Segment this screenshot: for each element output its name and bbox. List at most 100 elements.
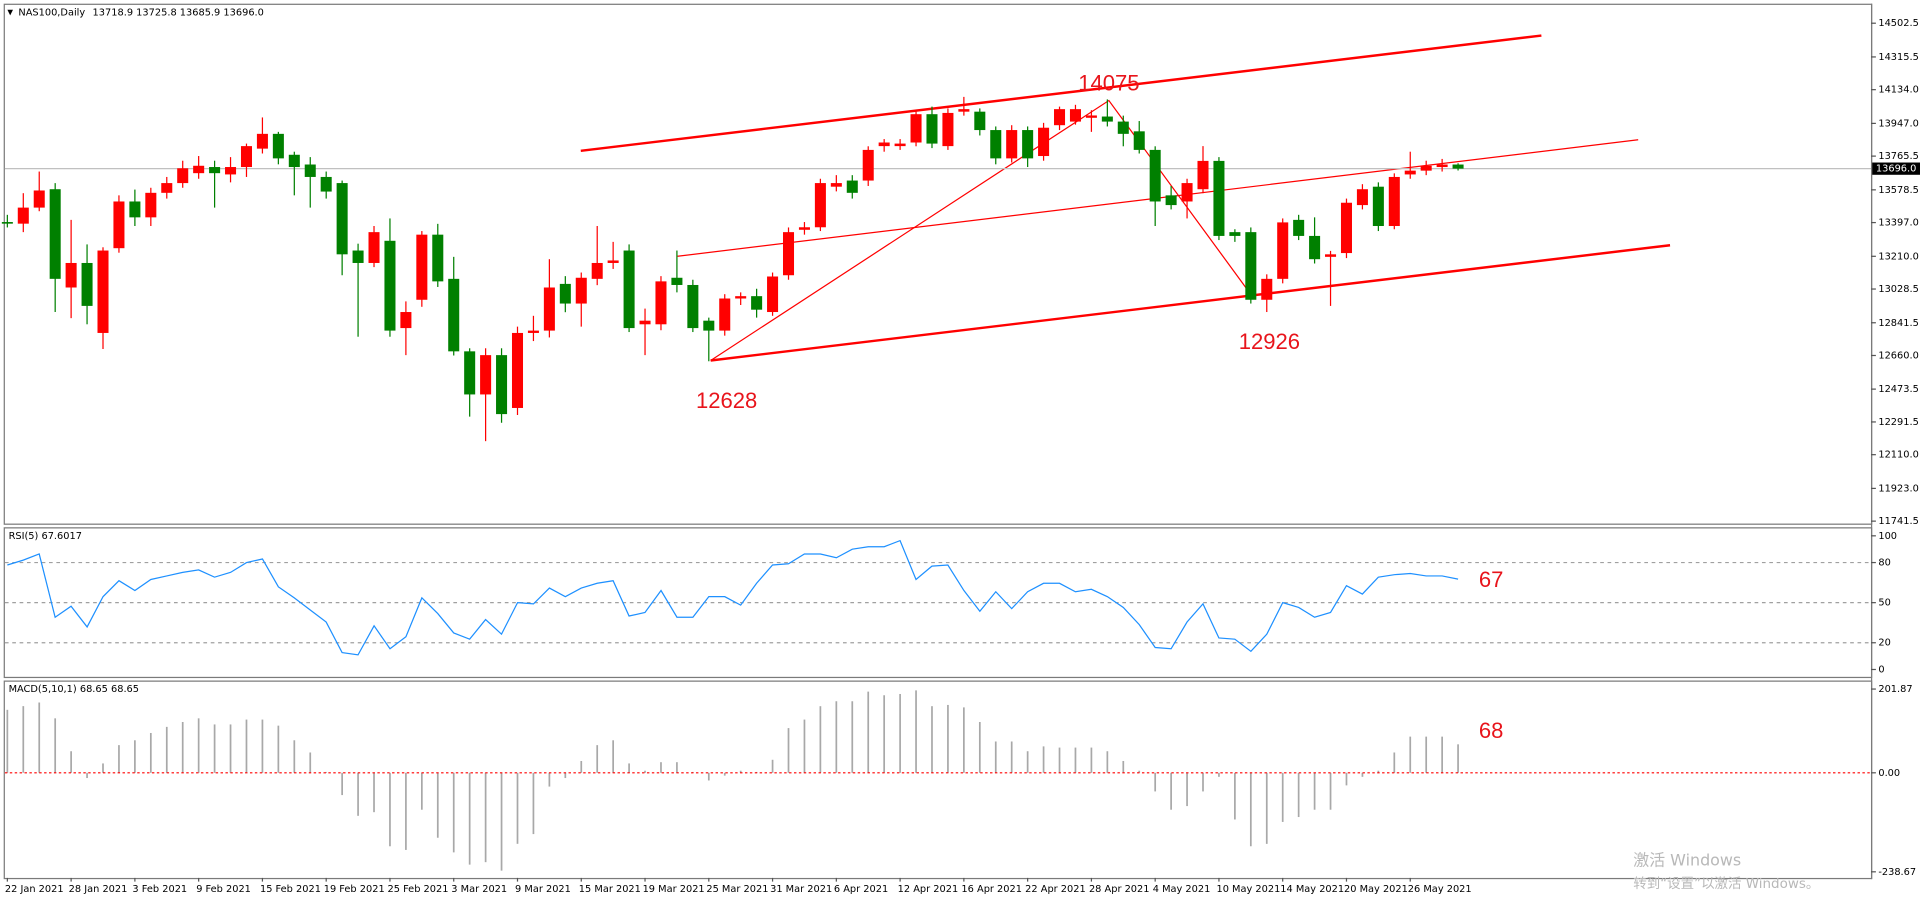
ohlc-info: 13718.9 13725.8 13685.9 13696.0 xyxy=(93,7,264,18)
candle-body xyxy=(1022,130,1034,159)
candle-body xyxy=(336,183,348,255)
candle-body xyxy=(400,312,412,329)
candle-body xyxy=(878,142,890,147)
price-annotation: 12926 xyxy=(1239,329,1300,354)
candle-body xyxy=(1101,116,1113,122)
candle-body xyxy=(655,281,667,325)
x-tick-label: 31 Mar 2021 xyxy=(770,884,832,895)
symbol-title: NAS100,Daily xyxy=(18,7,85,18)
candle-body xyxy=(496,355,508,415)
y-tick-label: 13210.0 xyxy=(1878,251,1919,262)
candle-body xyxy=(798,227,810,230)
candle-body xyxy=(751,296,763,310)
candle-body xyxy=(65,262,77,288)
candle-body xyxy=(926,114,938,144)
candle-body xyxy=(719,298,731,331)
macd-title: MACD(5,10,1) 68.65 68.65 xyxy=(9,684,139,695)
candle-body xyxy=(432,234,444,282)
candle-body xyxy=(225,167,237,175)
candle-body xyxy=(782,232,795,276)
y-tick-label: 0 xyxy=(1878,664,1884,675)
candle-body xyxy=(703,320,715,331)
x-tick-label: 14 May 2021 xyxy=(1280,884,1344,895)
x-tick-label: 6 Apr 2021 xyxy=(834,884,888,895)
candle-body xyxy=(1293,219,1305,236)
candle-body xyxy=(639,320,651,325)
candle-body xyxy=(1069,109,1081,122)
candle-body xyxy=(145,192,157,218)
candle-body xyxy=(240,146,252,168)
candle-body xyxy=(607,260,619,263)
x-tick-label: 25 Feb 2021 xyxy=(388,884,449,895)
candle-body xyxy=(1197,160,1209,190)
y-tick-label: 14315.5 xyxy=(1878,52,1919,63)
candle-body xyxy=(480,355,492,395)
y-tick-label: 11741.5 xyxy=(1878,516,1919,527)
candle-body xyxy=(304,164,316,177)
y-tick-label: 80 xyxy=(1878,558,1890,569)
candle-body xyxy=(559,283,571,304)
candle-body xyxy=(767,276,779,313)
menu-arrow[interactable]: ▼ xyxy=(7,7,13,16)
candle-body xyxy=(161,183,173,193)
candle-body xyxy=(97,250,109,333)
zigzag[interactable] xyxy=(710,99,1254,362)
x-tick-label: 22 Apr 2021 xyxy=(1025,884,1086,895)
y-tick-label: 12841.5 xyxy=(1878,318,1919,329)
candle-body xyxy=(862,149,874,181)
candle-body xyxy=(1309,235,1321,260)
y-tick-label: 13947.0 xyxy=(1878,118,1919,129)
x-tick-label: 4 May 2021 xyxy=(1153,884,1211,895)
candle-body xyxy=(464,351,476,395)
y-tick-label: 13765.5 xyxy=(1878,151,1919,162)
candle-body xyxy=(1149,149,1161,202)
x-tick-label: 28 Jan 2021 xyxy=(69,884,128,895)
x-tick-label: 9 Feb 2021 xyxy=(196,884,251,895)
candle-body xyxy=(352,250,364,263)
candle-body xyxy=(511,332,524,408)
candle-body xyxy=(671,277,683,285)
lower-channel[interactable] xyxy=(710,244,1671,362)
x-tick-label: 20 May 2021 xyxy=(1344,884,1408,895)
upper-channel[interactable] xyxy=(580,34,1542,153)
candle-body xyxy=(974,111,986,131)
candle-body xyxy=(1388,176,1400,227)
x-tick-label: 10 May 2021 xyxy=(1216,884,1280,895)
candle-body xyxy=(1133,131,1145,150)
candle-body xyxy=(591,262,603,279)
candle-body xyxy=(17,207,29,224)
candle-body xyxy=(49,189,61,279)
y-tick-label: 12660.0 xyxy=(1878,350,1919,361)
candle-body xyxy=(543,287,555,331)
y-tick-label: 0.00 xyxy=(1878,768,1900,779)
x-tick-label: 3 Feb 2021 xyxy=(132,884,187,895)
y-tick-label: -238.67 xyxy=(1878,867,1916,878)
candle-body xyxy=(1213,160,1225,236)
candle-body xyxy=(1452,164,1464,169)
y-tick-label: 50 xyxy=(1878,598,1890,609)
candle-body xyxy=(193,165,205,174)
x-tick-label: 19 Feb 2021 xyxy=(324,884,385,895)
x-tick-label: 16 Apr 2021 xyxy=(961,884,1022,895)
y-tick-label: 11923.0 xyxy=(1878,483,1919,494)
x-tick-label: 12 Apr 2021 xyxy=(898,884,959,895)
rsi-line xyxy=(7,539,1459,656)
candle-body xyxy=(320,176,332,192)
x-tick-label: 22 Jan 2021 xyxy=(5,884,64,895)
price-annotation: 14075 xyxy=(1078,70,1139,95)
candle-body xyxy=(1229,232,1241,236)
candle-body xyxy=(942,112,954,147)
candle-body xyxy=(1404,170,1416,175)
y-tick-label: 201.87 xyxy=(1878,684,1912,695)
y-tick-label: 13028.5 xyxy=(1878,284,1919,295)
current-price-label: 13696.0 xyxy=(1876,164,1917,175)
candle-body xyxy=(1117,121,1129,134)
x-tick-label: 15 Mar 2021 xyxy=(579,884,641,895)
candle-body xyxy=(1420,165,1432,171)
candle-body xyxy=(1,222,13,224)
candle-body xyxy=(1436,164,1448,168)
candle-body xyxy=(1277,222,1289,279)
